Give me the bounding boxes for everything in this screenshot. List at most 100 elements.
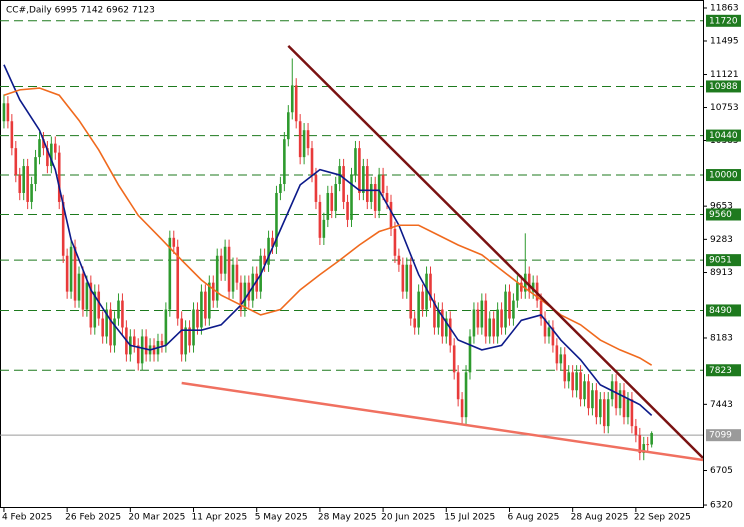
- x-tick-label: 20 Mar 2025: [128, 513, 185, 523]
- candle-body: [500, 309, 503, 328]
- level-label-box: [706, 208, 741, 221]
- y-tick-label: 6705: [710, 466, 733, 476]
- candle-body: [397, 255, 401, 265]
- y-tick-label: 7443: [710, 400, 733, 410]
- candle-body: [239, 282, 243, 310]
- candle-body: [472, 309, 476, 337]
- level-label: 10440: [709, 131, 738, 141]
- candle-body: [184, 327, 187, 355]
- candle-body: [215, 255, 219, 301]
- candle-body: [211, 282, 215, 301]
- candle-body: [287, 112, 290, 140]
- candle-body: [512, 300, 515, 319]
- y-tick-label: 6320: [710, 501, 733, 511]
- candle-body: [618, 390, 622, 409]
- candle-body: [255, 273, 259, 292]
- candle-body: [460, 399, 464, 418]
- candle-body: [85, 282, 89, 310]
- y-tick-label: 11863: [710, 3, 739, 13]
- candle-body: [409, 264, 413, 319]
- candle-body: [543, 318, 547, 337]
- candle-body: [539, 300, 543, 319]
- candle-body: [180, 318, 183, 355]
- y-tick-label: 11495: [710, 36, 739, 46]
- candle-body: [464, 372, 468, 418]
- candle-body: [381, 175, 385, 193]
- trendline: [287, 45, 703, 459]
- candle-body: [298, 121, 302, 158]
- candle-body: [65, 255, 69, 292]
- moving-average: [3, 64, 653, 416]
- candle-body: [200, 291, 203, 328]
- level-label-box: [706, 304, 741, 317]
- candle-body: [231, 264, 235, 292]
- candle-body: [204, 291, 207, 319]
- candle-body: [10, 121, 14, 149]
- candle-body: [373, 184, 377, 211]
- candle-body: [235, 264, 239, 283]
- candle-body: [437, 309, 440, 328]
- candle-body: [275, 192, 278, 247]
- candle-body: [105, 309, 108, 337]
- candle-body: [551, 327, 555, 346]
- candle-body: [531, 282, 535, 292]
- candle-body: [93, 291, 97, 328]
- candle-body: [646, 444, 650, 446]
- candle-body: [334, 184, 338, 211]
- candle-body: [630, 399, 634, 427]
- candle-body: [385, 192, 389, 202]
- candle-body: [168, 237, 172, 310]
- candle-body: [6, 103, 10, 122]
- candle-body: [196, 309, 199, 328]
- candle-body: [452, 345, 456, 373]
- x-tick-label: 22 Sep 2025: [634, 513, 691, 523]
- candle-body: [587, 381, 590, 409]
- candle-body: [318, 201, 322, 238]
- candle-body: [413, 318, 416, 328]
- candle-body: [77, 273, 81, 301]
- candle-body: [73, 246, 77, 301]
- x-tick-label: 6 Aug 2025: [507, 513, 559, 523]
- level-label-box: [706, 14, 741, 27]
- candle-body: [488, 318, 492, 337]
- candle-body: [219, 255, 223, 274]
- level-label-box: [706, 364, 741, 377]
- candle-body: [192, 309, 195, 346]
- candle-body: [405, 264, 409, 292]
- candle-body: [97, 291, 101, 319]
- candle-body: [227, 246, 231, 292]
- candle-body: [22, 166, 25, 193]
- x-tick-label: 5 May 2025: [255, 513, 308, 523]
- candle-body: [642, 444, 646, 454]
- candle-body: [42, 139, 45, 149]
- candle-body: [417, 291, 420, 328]
- x-tick-label: 28 Aug 2025: [571, 513, 629, 523]
- level-label-box: [706, 169, 741, 182]
- candle-body: [591, 390, 594, 409]
- candle-body: [263, 255, 266, 265]
- candle-body: [152, 345, 156, 355]
- candle-body: [638, 435, 642, 454]
- candle-body: [650, 433, 653, 445]
- candle-body: [302, 130, 306, 158]
- candle-body: [279, 184, 282, 193]
- candle-body: [354, 148, 357, 176]
- candle-body: [421, 291, 424, 310]
- candle-body: [547, 327, 551, 337]
- candle-body: [555, 345, 559, 364]
- candle-body: [350, 175, 353, 220]
- candle-body: [306, 130, 310, 149]
- candle-body: [34, 157, 37, 185]
- y-tick-label: 8913: [710, 268, 733, 278]
- candle-body: [160, 340, 164, 346]
- y-tick-label: 10753: [710, 103, 739, 113]
- candle-body: [480, 300, 484, 328]
- candle-body: [468, 336, 472, 373]
- candle-body: [365, 166, 369, 202]
- candle-body: [38, 139, 41, 158]
- candle-body: [622, 390, 626, 418]
- candle-body: [172, 237, 176, 247]
- level-label-box: [706, 254, 741, 267]
- candle-body: [441, 309, 444, 337]
